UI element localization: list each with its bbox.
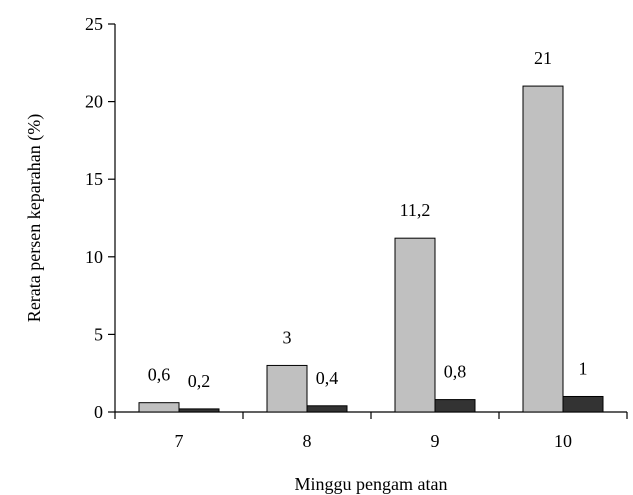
- x-tick-label: 7: [175, 431, 184, 451]
- data-label-series-2-week-8: 0,4: [316, 368, 339, 388]
- y-tick-label: 25: [85, 14, 103, 34]
- bar-series-2-week-9: [434, 399, 476, 413]
- data-label-series-2-week-7: 0,2: [188, 371, 211, 391]
- y-axis-title: Rerata persen keparahan (%): [24, 114, 45, 322]
- data-label-series-1-week-9: 11,2: [400, 200, 431, 220]
- x-tick-label: 9: [431, 431, 440, 451]
- y-axis: 0 5 10 15 20 25: [85, 14, 116, 422]
- data-label-series-2-week-10: 1: [579, 358, 588, 378]
- y-tick-label: 20: [85, 92, 103, 112]
- x-axis: 7 8 9 10: [114, 411, 628, 451]
- bar-series-1-week-8: [266, 364, 308, 413]
- bar-series-2-week-7: [178, 408, 220, 413]
- data-label-series-2-week-9: 0,8: [444, 362, 467, 382]
- bar-series-2-week-8: [306, 405, 348, 413]
- bars: [138, 85, 604, 413]
- data-label-series-1-week-7: 0,6: [148, 365, 171, 385]
- data-label-series-1-week-10: 21: [534, 48, 552, 68]
- x-tick-label: 10: [554, 431, 572, 451]
- y-tick-label: 5: [94, 324, 103, 344]
- x-tick-label: 8: [303, 431, 312, 451]
- y-tick-label: 0: [94, 402, 103, 422]
- data-label-series-1-week-8: 3: [283, 327, 292, 347]
- y-tick-label: 15: [85, 169, 103, 189]
- bar-series-1-week-10: [522, 85, 564, 413]
- y-tick-label: 10: [85, 247, 103, 267]
- x-axis-title: Minggu pengam atan: [295, 474, 448, 494]
- bar-series-2-week-10: [562, 395, 604, 413]
- bar-series-1-week-7: [138, 402, 180, 413]
- data-labels: 0,6 0,2 3 0,4 11,2 0,8 21 1: [148, 48, 588, 391]
- bar-series-1-week-9: [394, 237, 436, 413]
